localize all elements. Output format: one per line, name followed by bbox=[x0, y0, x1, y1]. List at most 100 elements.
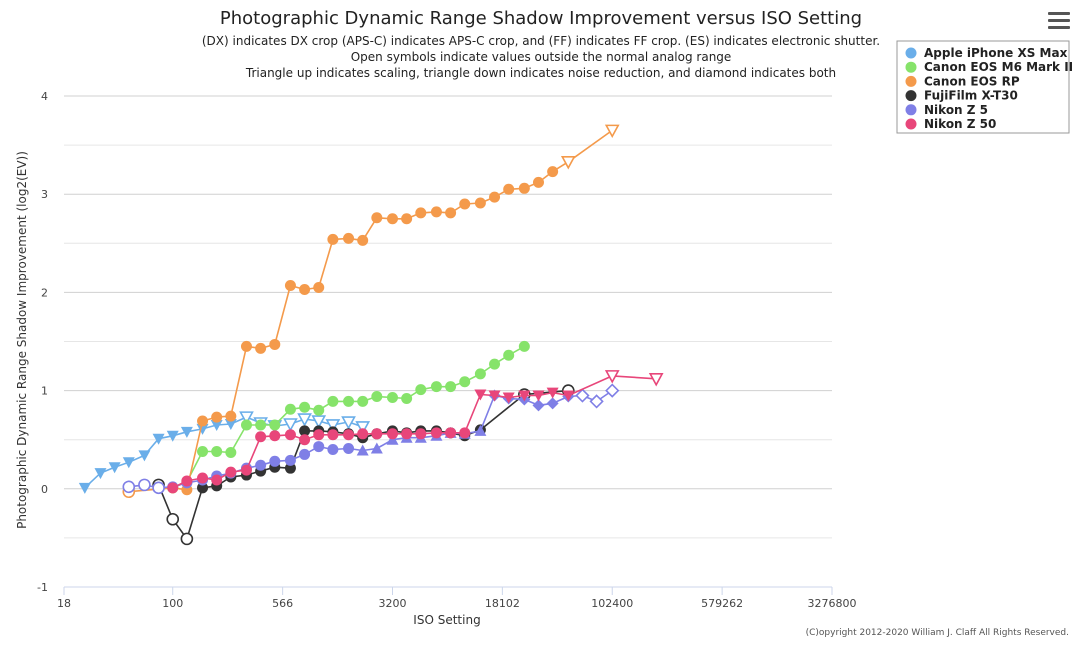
canon-eos-rp-point bbox=[547, 166, 559, 178]
nikon-z-50-point bbox=[181, 475, 193, 487]
canon-eos-rp-point bbox=[371, 212, 383, 224]
series-canon-eos-rp bbox=[122, 124, 620, 499]
canon-eos-m6-mark-ii-point bbox=[430, 381, 442, 393]
y-tick-label: 3 bbox=[41, 188, 48, 201]
canon-eos-m6-mark-ii-point bbox=[489, 358, 501, 370]
y-tick-label: -1 bbox=[37, 581, 48, 594]
series-nikon-z-50 bbox=[167, 370, 664, 494]
nikon-z-50-point bbox=[255, 431, 267, 443]
canon-eos-rp-point bbox=[430, 206, 442, 218]
x-tick-label: 18 bbox=[57, 597, 71, 610]
nikon-z-50-point bbox=[386, 428, 398, 440]
legend-label: Nikon Z 5 bbox=[924, 103, 988, 117]
apple-iphone-xs-max-point bbox=[311, 415, 327, 429]
y-axis-label: Photographic Dynamic Range Shadow Improv… bbox=[15, 151, 29, 529]
canon-eos-rp-point bbox=[459, 198, 471, 210]
x-tick-label: 3200 bbox=[378, 597, 406, 610]
legend-marker bbox=[905, 104, 917, 116]
nikon-z-5-point bbox=[532, 399, 545, 412]
nikon-z-5-point bbox=[269, 455, 281, 467]
nikon-z-5-point bbox=[255, 459, 267, 471]
apple-iphone-xs-max-point bbox=[180, 426, 193, 438]
canon-eos-rp-point bbox=[560, 155, 576, 170]
apple-iphone-xs-max-point bbox=[341, 416, 356, 430]
legend-marker bbox=[905, 90, 917, 102]
nikon-z-50-point bbox=[488, 390, 501, 402]
nikon-z-50-point bbox=[562, 390, 575, 402]
nikon-z-5-point bbox=[343, 443, 355, 455]
y-tick-label: 1 bbox=[41, 385, 48, 398]
nikon-z-5-point bbox=[370, 442, 383, 454]
canon-eos-rp-point bbox=[518, 182, 530, 194]
canon-eos-m6-mark-ii-point bbox=[401, 392, 413, 404]
canon-eos-m6-mark-ii-point bbox=[371, 390, 383, 402]
fujifilm-x-t30-point bbox=[284, 462, 296, 474]
series-canon-eos-m6-mark-ii bbox=[167, 340, 530, 494]
canon-eos-rp-point bbox=[327, 233, 339, 245]
menu-bar bbox=[1048, 12, 1070, 15]
nikon-z-50-point bbox=[269, 430, 281, 442]
nikon-z-50-point bbox=[648, 373, 664, 387]
x-tick-label: 100 bbox=[162, 597, 183, 610]
y-tick-labels: -1 0 1 2 3 4 bbox=[37, 90, 48, 594]
legend-item-canon-eos-rp: Canon EOS RP bbox=[905, 74, 1020, 88]
menu-bar bbox=[1048, 26, 1070, 29]
apple-iphone-xs-max-point bbox=[166, 430, 179, 442]
chart-menu-button[interactable] bbox=[1048, 12, 1070, 30]
x-tick-label: 579262 bbox=[701, 597, 743, 610]
canon-eos-m6-mark-ii-point bbox=[240, 419, 252, 431]
legend-marker bbox=[905, 75, 917, 87]
canon-eos-rp-point bbox=[313, 281, 325, 293]
legend-marker bbox=[905, 61, 917, 73]
apple-iphone-xs-max-point bbox=[94, 468, 107, 480]
nikon-z-50-point bbox=[502, 392, 515, 404]
x-axis-label: ISO Setting bbox=[413, 613, 480, 627]
canon-eos-rp-point bbox=[415, 207, 427, 219]
nikon-z-5-point bbox=[327, 444, 339, 456]
legend-item-apple-iphone-xs-max: Apple iPhone XS Max bbox=[905, 46, 1068, 60]
apple-iphone-xs-max-point bbox=[122, 457, 135, 469]
legend-item-nikon-z-5: Nikon Z 5 bbox=[905, 103, 988, 117]
canon-eos-m6-mark-ii-point bbox=[197, 445, 209, 457]
y-tick-label: 2 bbox=[41, 286, 48, 299]
legend-label: FujiFilm X-T30 bbox=[924, 89, 1018, 103]
canon-eos-m6-mark-ii-point bbox=[518, 340, 530, 352]
nikon-z-5-point bbox=[474, 424, 487, 436]
apple-iphone-xs-max-point bbox=[297, 413, 312, 427]
canon-eos-rp-point bbox=[604, 124, 620, 139]
grid bbox=[64, 95, 832, 588]
canon-eos-m6-mark-ii-point bbox=[386, 391, 398, 403]
legend-item-fujifilm-x-t30: FujiFilm X-T30 bbox=[905, 89, 1018, 103]
canon-eos-rp-point bbox=[489, 191, 501, 203]
nikon-z-50-point bbox=[284, 429, 296, 441]
nikon-z-50-point bbox=[415, 428, 427, 440]
canon-eos-m6-mark-ii-point bbox=[503, 349, 515, 361]
nikon-z-5-point bbox=[605, 383, 620, 398]
nikon-z-5-point bbox=[313, 441, 325, 453]
series-line-nikon-z-5 bbox=[128, 389, 613, 489]
legend-box bbox=[896, 40, 1070, 134]
canon-eos-rp-point bbox=[225, 410, 237, 422]
canon-eos-m6-mark-ii-point bbox=[327, 395, 339, 407]
nikon-z-50-point bbox=[546, 387, 559, 399]
legend-label: Canon EOS M6 Mark II bbox=[924, 60, 1073, 74]
apple-iphone-xs-max-point bbox=[224, 418, 237, 430]
nikon-z-50-point bbox=[445, 427, 457, 439]
canon-eos-rp-point bbox=[401, 213, 413, 225]
canon-eos-rp-point bbox=[532, 176, 544, 188]
nikon-z-50-point bbox=[240, 464, 252, 476]
nikon-z-5-point bbox=[299, 448, 311, 460]
canon-eos-m6-mark-ii-point bbox=[357, 395, 369, 407]
nikon-z-50-point bbox=[401, 428, 413, 440]
fujifilm-x-t30-point bbox=[197, 482, 209, 494]
apple-iphone-xs-max-point bbox=[196, 423, 209, 435]
canon-eos-rp-point bbox=[299, 283, 311, 295]
nikon-z-50-point bbox=[371, 428, 383, 440]
canon-eos-rp-point bbox=[269, 338, 281, 350]
menu-bar bbox=[1048, 19, 1070, 22]
nikon-z-5-point bbox=[138, 478, 151, 492]
x-tick-label: 3276800 bbox=[808, 597, 857, 610]
canon-eos-m6-mark-ii-point bbox=[284, 403, 296, 415]
canon-eos-rp-point bbox=[211, 411, 223, 423]
